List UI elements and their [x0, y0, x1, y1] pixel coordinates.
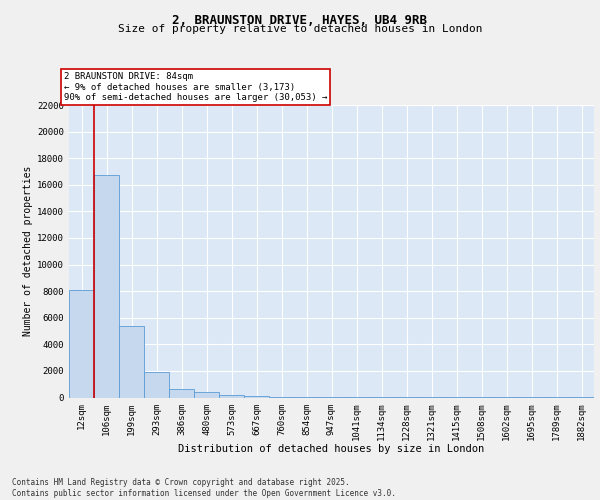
Bar — [119, 326, 144, 398]
Y-axis label: Number of detached properties: Number of detached properties — [23, 166, 33, 336]
Bar — [144, 372, 169, 398]
Bar — [69, 290, 94, 398]
Bar — [94, 176, 119, 398]
Bar — [244, 396, 269, 398]
Bar — [169, 389, 194, 398]
Text: Size of property relative to detached houses in London: Size of property relative to detached ho… — [118, 24, 482, 34]
Text: 2, BRAUNSTON DRIVE, HAYES, UB4 9RB: 2, BRAUNSTON DRIVE, HAYES, UB4 9RB — [173, 14, 427, 26]
Text: Contains HM Land Registry data © Crown copyright and database right 2025.
Contai: Contains HM Land Registry data © Crown c… — [12, 478, 396, 498]
Bar — [219, 395, 244, 398]
Text: 2 BRAUNSTON DRIVE: 84sqm
← 9% of detached houses are smaller (3,173)
90% of semi: 2 BRAUNSTON DRIVE: 84sqm ← 9% of detache… — [64, 72, 327, 102]
X-axis label: Distribution of detached houses by size in London: Distribution of detached houses by size … — [178, 444, 485, 454]
Bar — [194, 392, 219, 398]
Bar — [269, 397, 294, 398]
